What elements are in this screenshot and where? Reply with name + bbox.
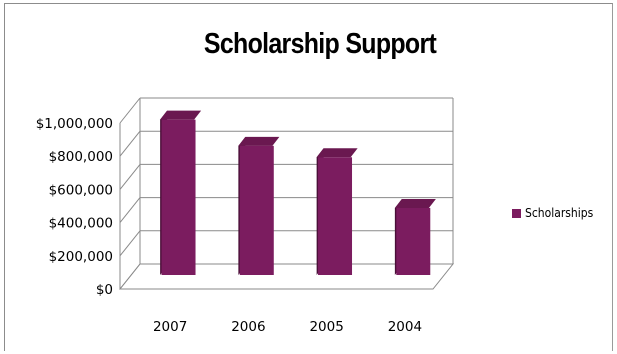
bar-top [394, 198, 436, 208]
bar-top [316, 148, 358, 158]
bar-front [161, 119, 196, 275]
legend-label: Scholarships [525, 206, 594, 220]
chart-frame [4, 3, 613, 351]
bar-front [239, 145, 274, 275]
x-tick-label: 2004 [388, 319, 422, 335]
y-tick-label: $0 [96, 282, 113, 298]
bar-2004 [394, 198, 436, 275]
chart-title: Scholarship Support [203, 28, 437, 60]
y-tick-label: $800,000 [49, 149, 113, 165]
y-tick-label: $1,000,000 [36, 116, 113, 132]
bar-front [396, 207, 431, 275]
bar-2006 [238, 136, 280, 275]
bar-top [238, 136, 280, 146]
bar-front [318, 157, 353, 275]
bar-series [160, 110, 436, 275]
x-tick-label: 2007 [153, 319, 187, 335]
gridline-diagonal [119, 130, 141, 157]
gridline-diagonal [119, 263, 141, 290]
x-tick-label: 2006 [231, 319, 265, 335]
y-axis-ticks: $0 $200,000 $400,000 $600,000 $800,000 $1,000… [36, 116, 113, 298]
x-axis-ticks: 2007 2006 2005 2004 [153, 319, 422, 335]
y-tick-label: $400,000 [49, 216, 113, 232]
gridline-diagonal [119, 197, 141, 223]
gridline-diagonal [119, 97, 141, 124]
legend: Scholarships [512, 206, 601, 220]
bar-2005 [316, 148, 358, 275]
legend-swatch [512, 208, 521, 218]
y-tick-label: $600,000 [49, 182, 113, 198]
y-tick-label: $200,000 [49, 249, 113, 265]
bar-2007 [160, 110, 202, 275]
gridline-diagonal [119, 164, 141, 190]
x-tick-label: 2005 [309, 319, 343, 335]
gridline-diagonal [119, 230, 141, 257]
bar-top [160, 110, 202, 120]
